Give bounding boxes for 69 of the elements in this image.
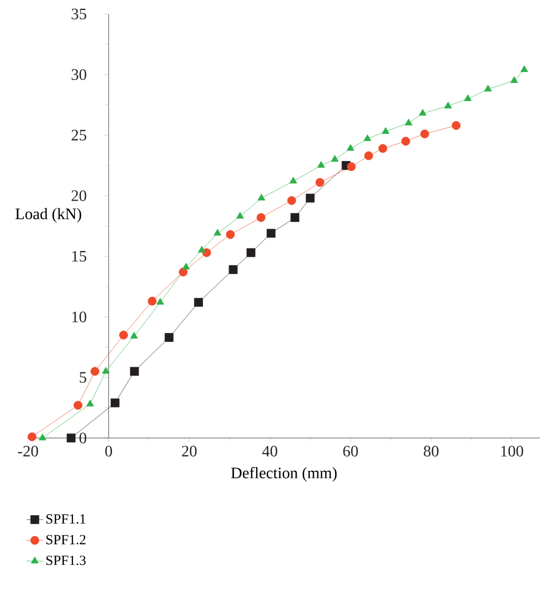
point xyxy=(256,213,266,222)
point xyxy=(404,118,412,126)
point xyxy=(289,176,298,184)
point xyxy=(484,84,492,92)
point xyxy=(214,228,222,236)
y-tick-label: 10 xyxy=(72,311,86,322)
y-tick-label: 15 xyxy=(72,250,86,262)
point xyxy=(236,212,244,219)
point xyxy=(418,108,427,116)
y-tick-label: 30 xyxy=(72,69,86,80)
point xyxy=(510,76,518,83)
point xyxy=(306,194,315,203)
point xyxy=(228,265,238,274)
point xyxy=(148,296,157,306)
x-tick-label: -20 xyxy=(18,446,38,457)
point xyxy=(420,130,430,138)
point xyxy=(110,398,120,408)
point xyxy=(130,366,139,376)
point xyxy=(444,102,452,108)
point xyxy=(246,248,256,258)
y-tick-label: 35 xyxy=(72,8,86,20)
x-axis-title: Deflection (mm) xyxy=(231,466,337,482)
point xyxy=(90,366,100,376)
point xyxy=(378,144,388,153)
point xyxy=(346,162,356,172)
point xyxy=(364,134,372,142)
point xyxy=(164,333,174,342)
point xyxy=(86,400,94,406)
point xyxy=(317,161,325,168)
point xyxy=(102,366,110,374)
point xyxy=(194,298,203,307)
point xyxy=(266,228,276,238)
point xyxy=(66,434,76,442)
point xyxy=(316,178,324,187)
y-tick-label: 25 xyxy=(72,130,86,140)
legend-label: SPF1.1 xyxy=(46,514,86,524)
x-tick-label: 40 xyxy=(262,446,278,457)
point xyxy=(156,298,164,305)
point xyxy=(178,268,188,276)
point xyxy=(382,127,390,134)
point xyxy=(452,121,461,130)
x-tick-label: 0 xyxy=(105,446,112,457)
x-tick-label: 80 xyxy=(424,446,439,457)
point xyxy=(401,136,410,146)
point xyxy=(287,196,296,205)
point xyxy=(38,434,46,440)
point xyxy=(198,246,206,253)
point xyxy=(520,65,528,72)
point xyxy=(182,262,190,270)
y-tick-label: 5 xyxy=(80,372,86,383)
point xyxy=(226,230,235,239)
legend-label: SPF1.2 xyxy=(46,534,86,544)
y-tick-label: 0 xyxy=(80,432,86,444)
point xyxy=(258,194,266,200)
point xyxy=(464,94,472,102)
point xyxy=(330,154,339,162)
point xyxy=(290,213,300,222)
point xyxy=(130,332,138,339)
point xyxy=(119,330,128,340)
point xyxy=(346,144,354,151)
legend-label: SPF1.3 xyxy=(46,556,86,566)
x-tick-label: 100 xyxy=(501,446,524,457)
x-tick-label: 20 xyxy=(182,446,197,457)
point xyxy=(364,151,374,160)
y-axis-title: Load (kN) xyxy=(16,208,82,222)
point xyxy=(28,432,36,442)
x-tick-label: 60 xyxy=(343,446,358,457)
y-tick-label: 20 xyxy=(72,190,86,202)
point xyxy=(74,400,82,410)
